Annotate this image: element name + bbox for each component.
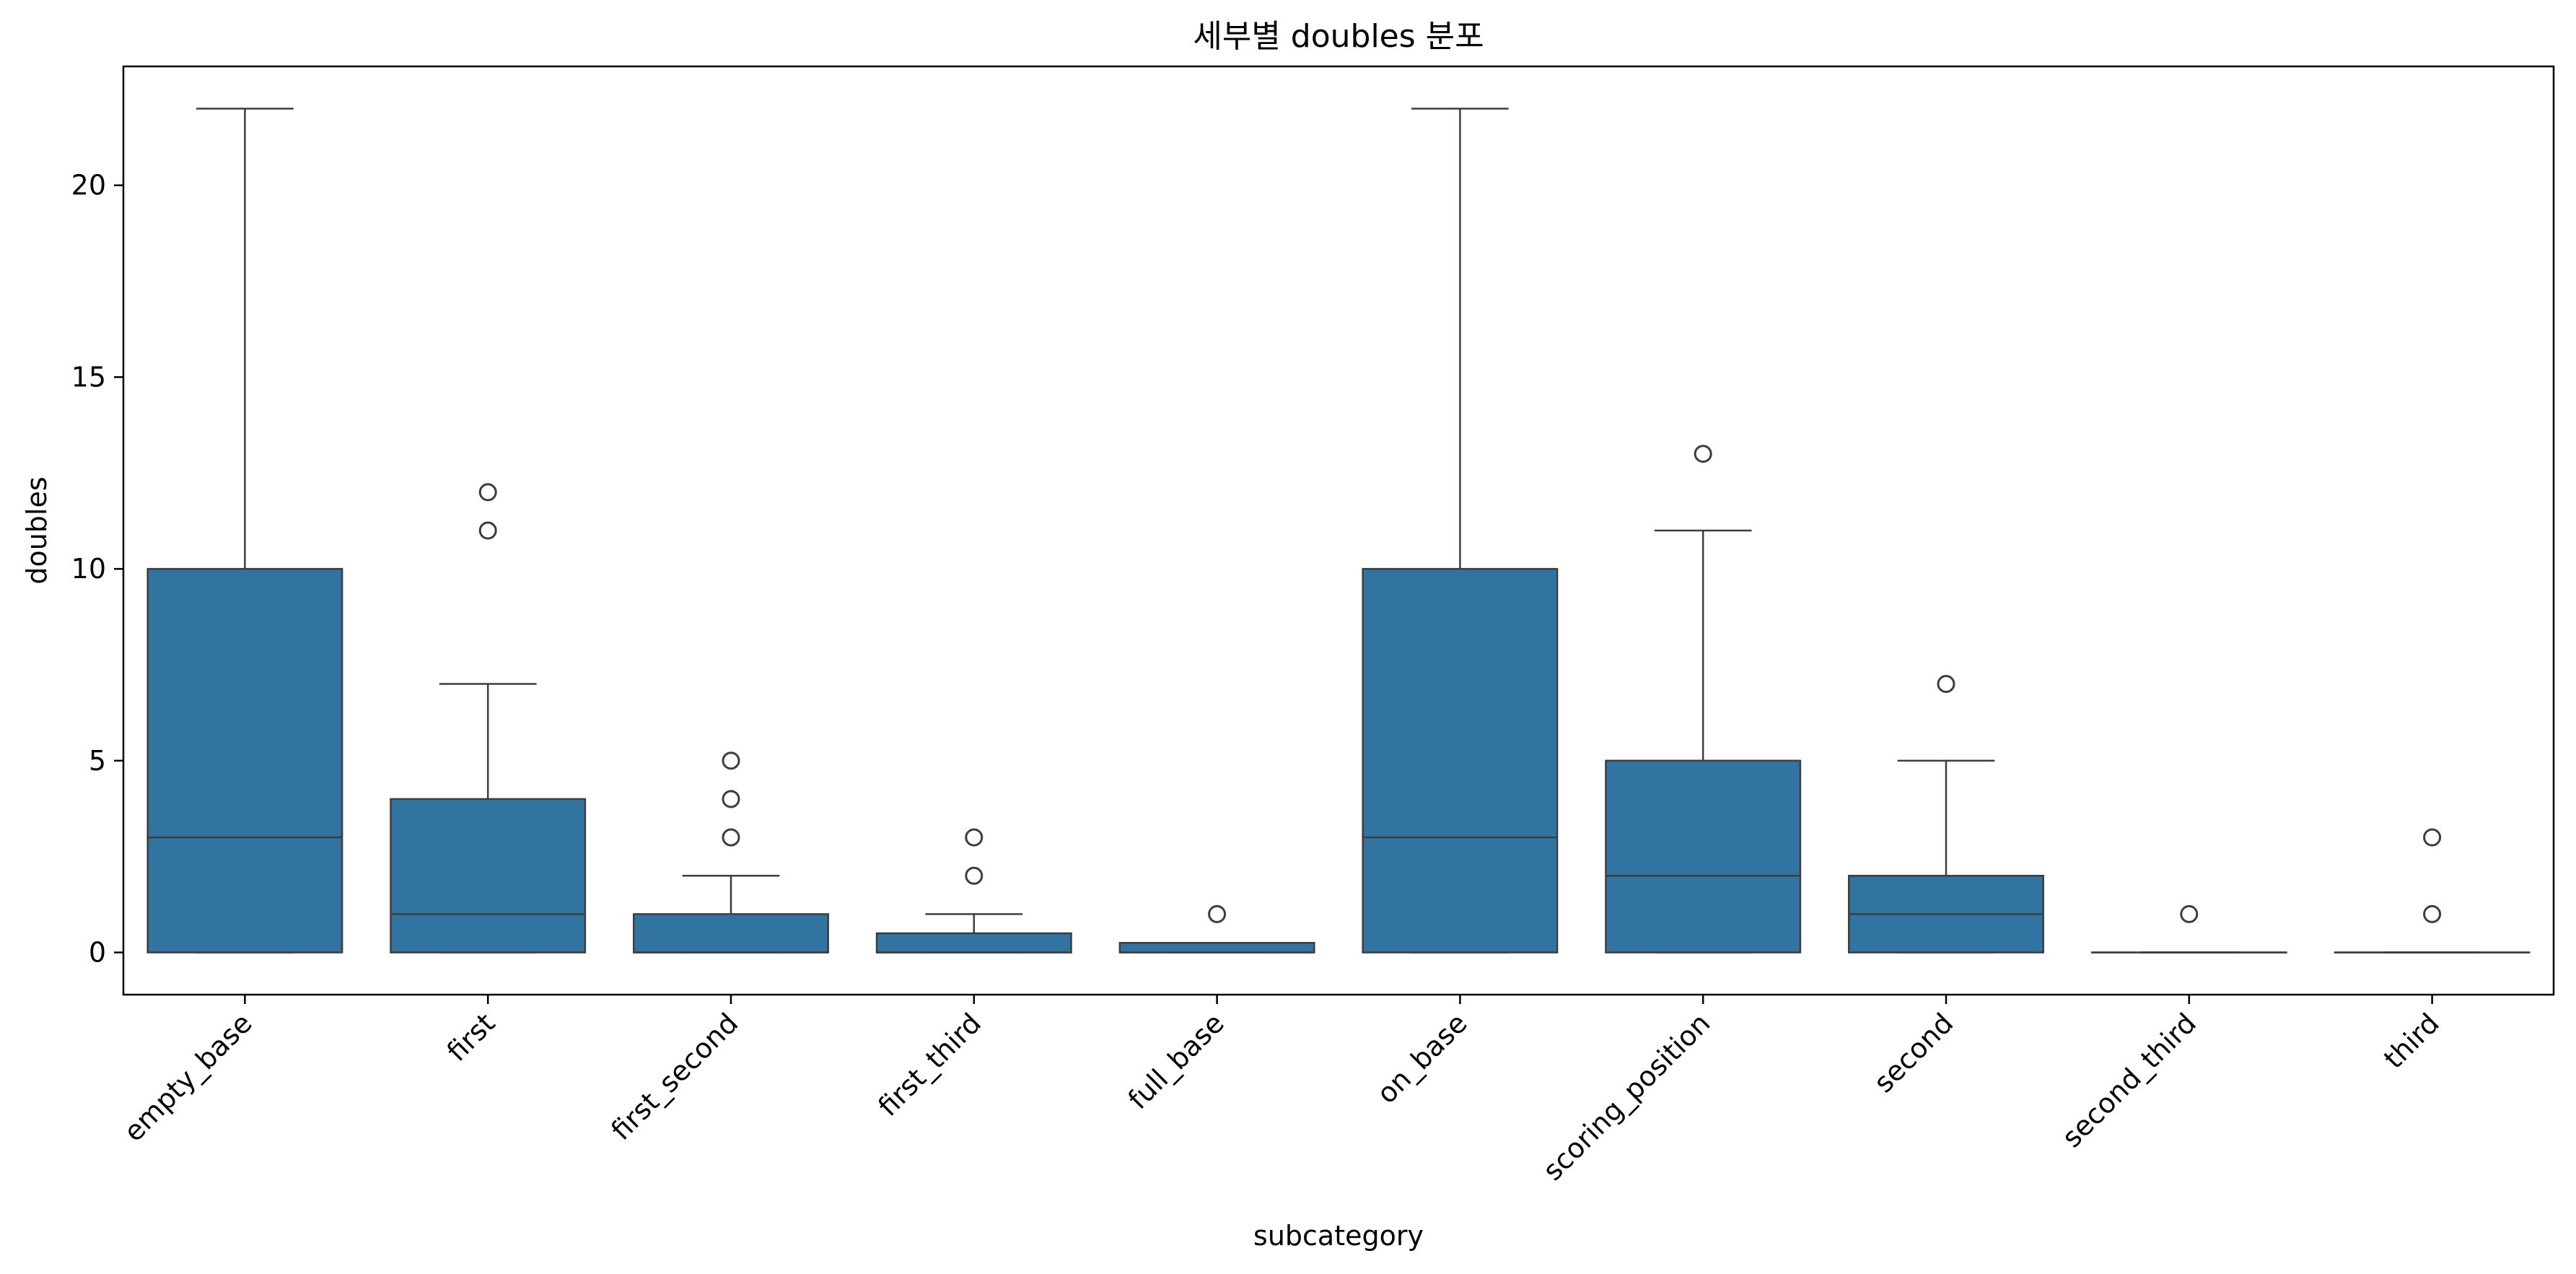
outlier-point	[2180, 904, 2199, 923]
box-group-full-base	[1118, 904, 1315, 954]
outlier-point	[965, 866, 983, 885]
box-iqr	[1605, 759, 1802, 954]
y-tick-label: 15	[71, 361, 106, 393]
box-group-second-third	[2090, 904, 2287, 954]
box-group-first	[390, 483, 587, 954]
y-axis-label: doubles	[21, 476, 53, 584]
outlier-point	[722, 751, 740, 770]
outlier-point	[2423, 828, 2442, 847]
y-tick-label: 5	[89, 745, 106, 777]
outlier-point	[2423, 904, 2442, 923]
box-iqr	[633, 913, 829, 954]
box-group-first-third	[875, 828, 1072, 954]
outlier-point	[1937, 675, 1955, 694]
x-axis-label: subcategory	[1253, 1220, 1424, 1252]
outlier-point	[722, 790, 740, 808]
box-group-third	[2334, 828, 2531, 954]
y-tick-label: 0	[89, 937, 106, 969]
y-tick-label: 20	[71, 170, 106, 201]
outlier-point	[1208, 904, 1227, 923]
chart-title: 세부별 doubles 분포	[1193, 18, 1484, 55]
box-iqr	[1362, 567, 1559, 954]
box-group-scoring-position	[1605, 445, 1802, 954]
outlier-point	[478, 521, 497, 540]
box-iqr	[1118, 942, 1315, 954]
plot-area	[146, 108, 2531, 954]
outlier-point	[1694, 445, 1712, 463]
box-group-first-second	[633, 751, 829, 954]
box-group-empty-base	[146, 108, 343, 954]
plot-frame	[122, 65, 2555, 996]
y-tick-label: 10	[71, 553, 106, 585]
box-group-on-base	[1362, 108, 1559, 954]
box-iqr	[875, 932, 1072, 954]
outlier-point	[722, 828, 740, 847]
outlier-point	[965, 828, 983, 847]
box-iqr	[390, 798, 587, 954]
outlier-point	[478, 483, 497, 502]
box-iqr	[146, 567, 343, 954]
box-group-second	[1848, 675, 2044, 954]
